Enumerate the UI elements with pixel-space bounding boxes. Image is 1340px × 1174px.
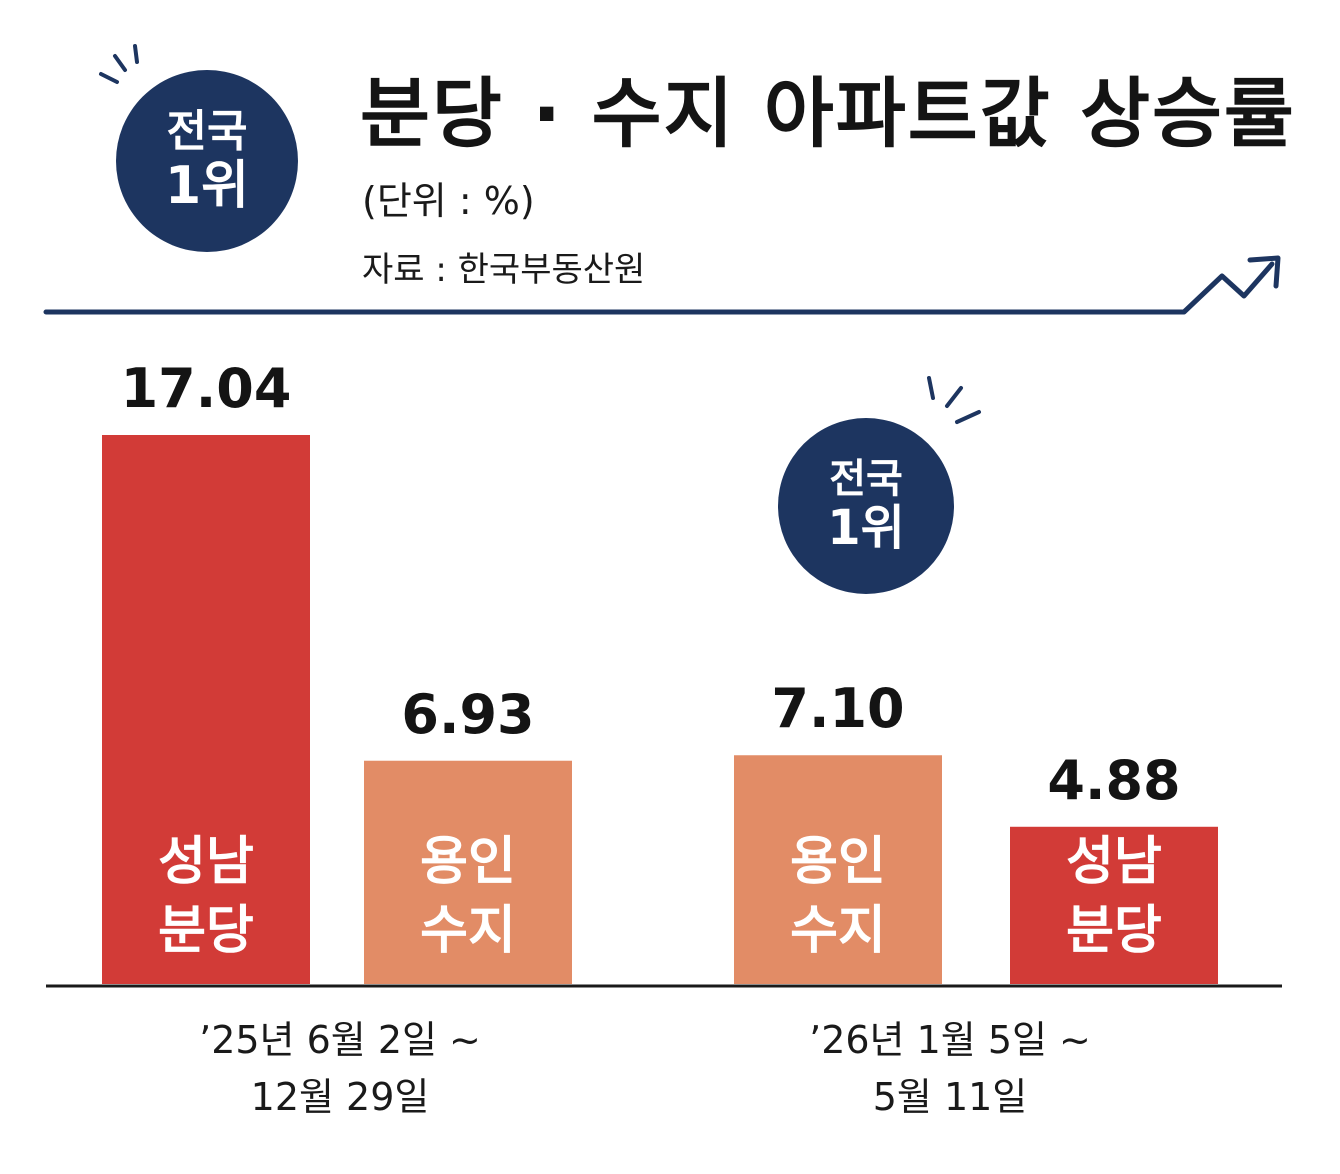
bar-label-group2-bar1: 용인 수지 (734, 828, 942, 965)
value-label-group2-bar1: 7.10 (771, 677, 905, 741)
value-label-group1-bar1: 17.04 (120, 357, 292, 420)
region-line2: 수지 (420, 900, 516, 961)
bar-label-group1-bar1: 성남 분당 (102, 828, 310, 965)
period-label-group1: ’25년 6월 2일 ~ 12월 29일 (160, 1012, 520, 1126)
region-line2: 수지 (790, 900, 886, 961)
badge-rays-2 (927, 376, 981, 424)
chart-source: 자료 : 한국부동산원 (362, 250, 646, 290)
value-label-group1-bar2: 6.93 (401, 682, 535, 746)
national-rank-badge-middle: 전국 1위 (778, 418, 954, 594)
period-line2: 12월 29일 (250, 1075, 430, 1119)
bar-group1-bar2 (364, 760, 572, 984)
period-line2: 5월 11일 (872, 1075, 1028, 1119)
bar-group1-bar1 (102, 435, 310, 984)
period-line1: ’26년 1월 5일 ~ (809, 1018, 1091, 1062)
period-label-group2: ’26년 1월 5일 ~ 5월 11일 (770, 1012, 1130, 1126)
bar-group2-bar2 (1010, 826, 1218, 984)
badge-line2: 1위 (827, 499, 905, 556)
region-line1: 성남 (158, 832, 254, 892)
bar-label-group2-bar2: 성남 분당 (1010, 828, 1218, 965)
badge-rays-1 (99, 44, 139, 84)
region-line2: 분당 (1066, 900, 1162, 961)
badge-line1: 전국 (829, 455, 903, 502)
chart-unit: (단위 : %) (362, 179, 535, 223)
chart-title: 분당 · 수지 아파트값 상승률 (360, 69, 1296, 158)
bar-label-group1-bar2: 용인 수지 (364, 828, 572, 965)
national-rank-badge-top: 전국 1위 (116, 70, 298, 252)
region-line1: 용인 (790, 832, 886, 892)
region-line2: 분당 (158, 900, 254, 961)
badge-line2: 1위 (164, 155, 250, 216)
bars-layer (102, 435, 1218, 984)
period-line1: ’25년 6월 2일 ~ (199, 1018, 481, 1062)
region-line1: 용인 (420, 832, 516, 892)
region-line1: 성남 (1066, 832, 1162, 892)
value-label-group2-bar2: 4.88 (1047, 748, 1181, 812)
bar-group2-bar1 (734, 755, 942, 984)
badge-line1: 전국 (166, 106, 248, 158)
trend-line-with-arrow (43, 255, 1281, 315)
